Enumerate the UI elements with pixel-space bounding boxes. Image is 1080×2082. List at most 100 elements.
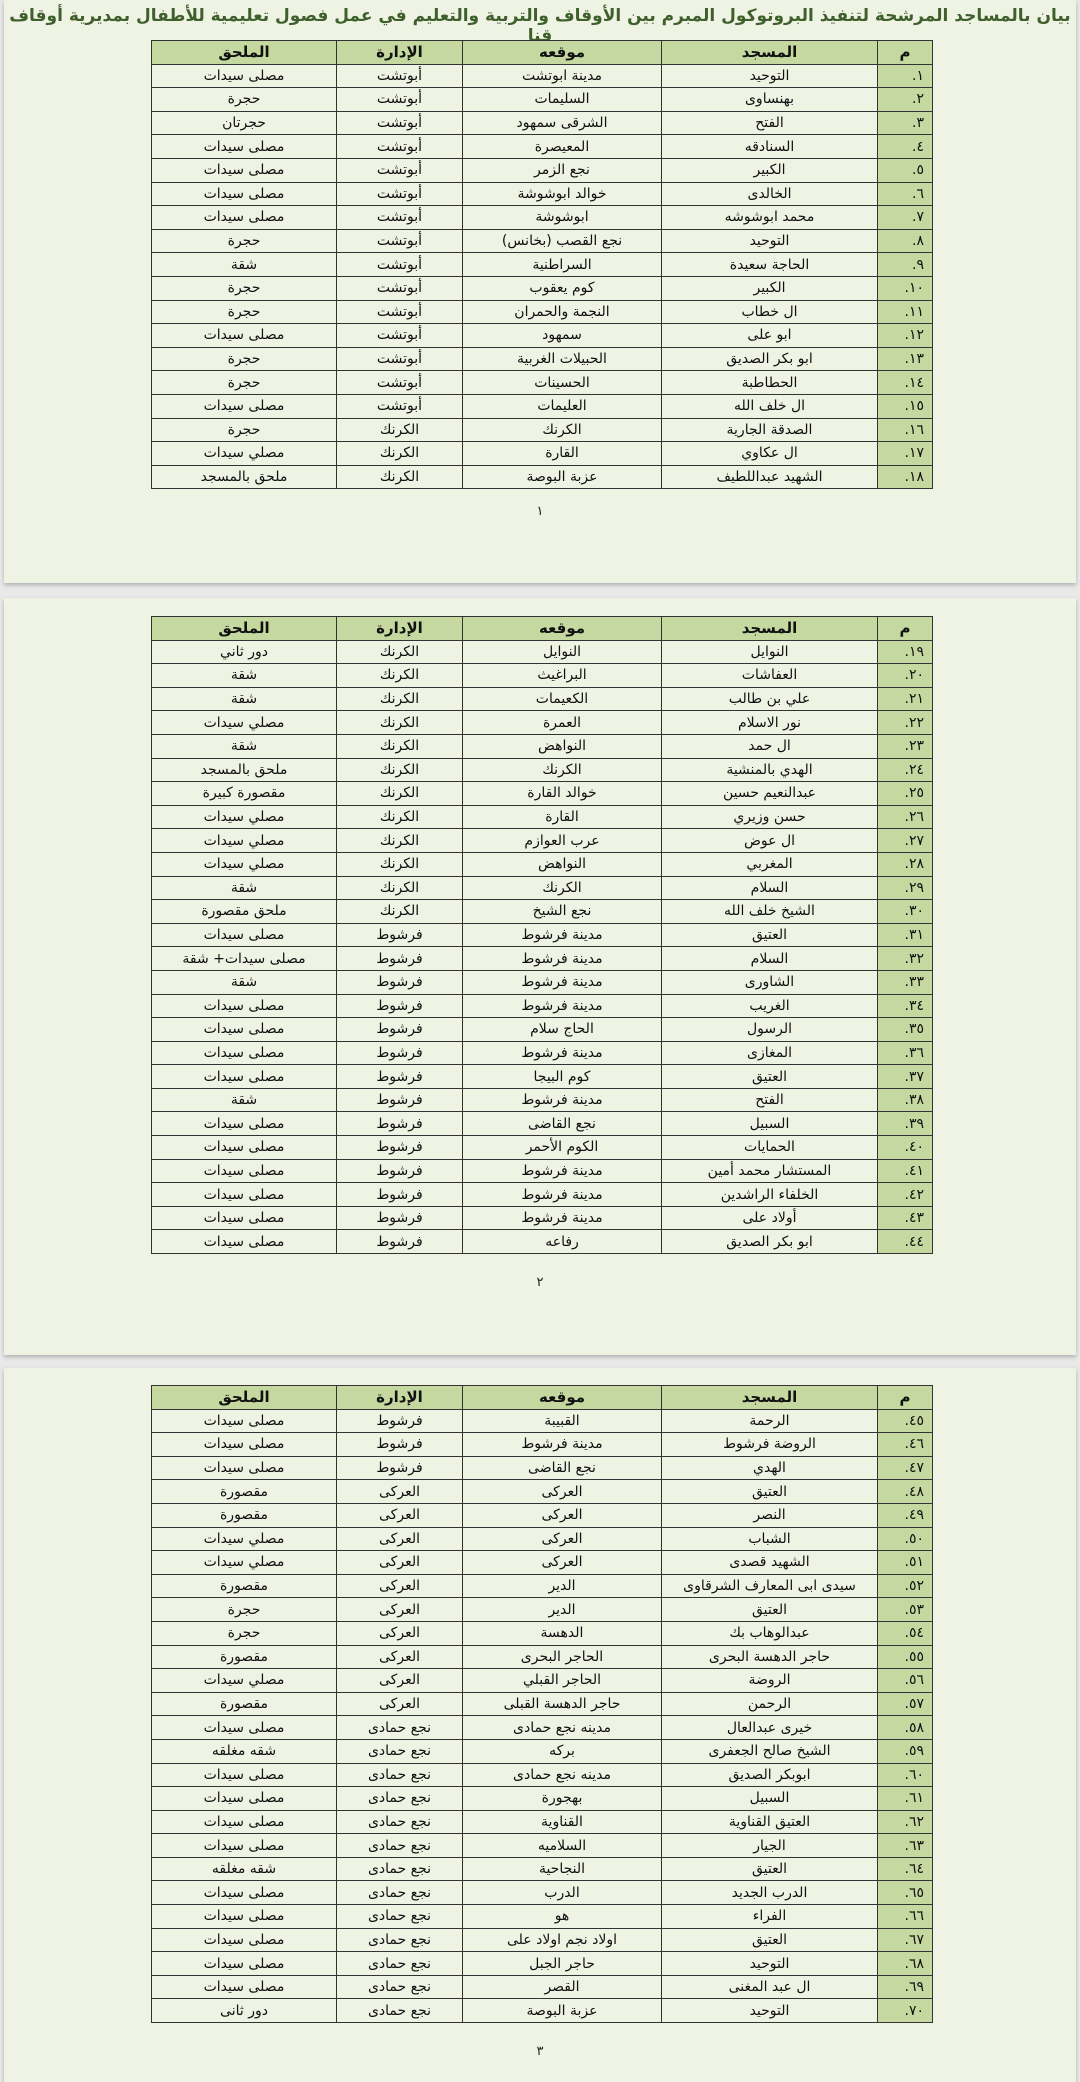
cell-annex: ملحق بالمسجد — [151, 464, 337, 490]
cell-administration: أبوتشت — [336, 228, 463, 254]
cell-mosque-name: الحمايات — [661, 1135, 878, 1160]
cell-annex: مصلي سيدات — [151, 851, 337, 877]
cell-administration: العركى — [336, 1620, 463, 1646]
cell-annex: مصلى سيدات — [151, 1809, 337, 1835]
table-row: ٣٦. المغازى مدينة فرشوط فرشوط مصلى سيدات — [151, 1040, 933, 1066]
cell-annex: حجرة — [151, 275, 337, 301]
cell-location: نجع القاضى — [462, 1111, 662, 1137]
cell-annex: مصلى سيدات — [151, 1064, 337, 1089]
cell-annex: مصلي سيدات — [151, 1668, 337, 1693]
cell-administration: أبوتشت — [336, 181, 463, 207]
cell-annex: مصلى سيدات — [151, 1455, 337, 1481]
cell-annex: حجرة — [151, 87, 337, 112]
cell-mosque-name: الفراء — [661, 1904, 878, 1929]
cell-mosque-name: المغازى — [661, 1040, 878, 1066]
cell-row-number: ٥٣. — [877, 1597, 933, 1622]
cell-location: الكوم الأحمر — [462, 1135, 662, 1160]
cell-administration: أبوتشت — [336, 346, 463, 372]
table-row: ٦. الخالدى خوالد ابوشوشة أبوتشت مصلى سيدات — [151, 181, 933, 207]
cell-mosque-name: النصر — [661, 1502, 878, 1528]
cell-administration: فرشوط — [336, 1229, 463, 1255]
cell-location: النجمة والحمران — [462, 299, 662, 325]
cell-location: عزبة البوصة — [462, 1998, 662, 2024]
cell-administration: نجع حمادى — [336, 1833, 463, 1858]
cell-row-number: ٦٢. — [877, 1809, 933, 1835]
cell-administration: أبوتشت — [336, 110, 463, 136]
cell-row-number: ٤٩. — [877, 1502, 933, 1528]
column-header-location: موقعه — [462, 616, 662, 641]
cell-location: مدينة فرشوط — [462, 1205, 662, 1231]
page-number: ١ — [536, 504, 544, 519]
cell-row-number: ٦٥. — [877, 1880, 933, 1906]
cell-annex: مصلى سيدات — [151, 993, 337, 1019]
cell-mosque-name: عبدالوهاب بك — [661, 1620, 878, 1646]
cell-location: القارة — [462, 804, 662, 830]
cell-location: الحبيلات الغربية — [462, 346, 662, 372]
cell-administration: الكرنك — [336, 464, 463, 490]
cell-administration: أبوتشت — [336, 393, 463, 419]
cell-row-number: ١٦. — [877, 417, 933, 443]
cell-row-number: ٧. — [877, 205, 933, 230]
cell-location: مدينة فرشوط — [462, 1087, 662, 1113]
cell-location: القصر — [462, 1974, 662, 2000]
cell-row-number: ٥٥. — [877, 1644, 933, 1670]
cell-annex: مصلى سيدات — [151, 1182, 337, 1207]
cell-annex: حجرة — [151, 346, 337, 372]
cell-location: الكرنك — [462, 757, 662, 783]
cell-row-number: ٥٧. — [877, 1691, 933, 1717]
cell-annex: شقة — [151, 686, 337, 712]
column-header-annex: الملحق — [151, 1385, 337, 1410]
column-header-mosque-name: المسجد — [661, 1385, 878, 1410]
cell-mosque-name: ال خلف الله — [661, 393, 878, 419]
cell-annex: مقصورة — [151, 1479, 337, 1504]
cell-row-number: ٣٠. — [877, 899, 933, 924]
cell-annex: شقة — [151, 969, 337, 995]
column-header-administration: الإدارة — [336, 40, 463, 65]
cell-mosque-name: عبدالنعيم حسين — [661, 781, 878, 806]
column-header-row-number: م — [877, 40, 933, 65]
cell-annex: مصلى سيدات — [151, 1927, 337, 1953]
cell-row-number: ٦٤. — [877, 1856, 933, 1882]
cell-location: العليمات — [462, 393, 662, 419]
cell-mosque-name: ابو على — [661, 323, 878, 348]
cell-mosque-name: الشهيد عبداللطيف — [661, 464, 878, 490]
cell-administration: نجع حمادى — [336, 1880, 463, 1906]
cell-row-number: ٣٧. — [877, 1064, 933, 1089]
cell-administration: نجع حمادى — [336, 1998, 463, 2024]
cell-administration: الكرنك — [336, 710, 463, 735]
cell-administration: الكرنك — [336, 663, 463, 688]
cell-location: النواهض — [462, 733, 662, 759]
table-row: ١٤. الحطاطبة الحسينات أبوتشت حجرة — [151, 370, 933, 395]
cell-mosque-name: المستشار محمد أمين — [661, 1158, 878, 1184]
cell-annex: مصلى سيدات — [151, 1904, 337, 1929]
cell-administration: أبوتشت — [336, 63, 463, 89]
cell-administration: أبوتشت — [336, 275, 463, 301]
cell-administration: فرشوط — [336, 1017, 463, 1042]
cell-mosque-name: الخالدى — [661, 181, 878, 207]
cell-row-number: ٤٥. — [877, 1408, 933, 1434]
cell-location: رفاعه — [462, 1229, 662, 1255]
table-row: ٦٣. الجيار السلاميه نجع حمادى مصلى سيدات — [151, 1833, 933, 1858]
cell-row-number: ٢٦. — [877, 804, 933, 830]
table-row: ٥٤. عبدالوهاب بك الدهسة العركى حجرة — [151, 1620, 933, 1646]
cell-location: الكعيمات — [462, 686, 662, 712]
cell-administration: الكرنك — [336, 804, 463, 830]
cell-mosque-name: الخلفاء الراشدين — [661, 1182, 878, 1207]
table-row: ٣٠. الشيخ خلف الله نجع الشيخ الكرنك ملحق مقص… — [151, 899, 933, 924]
cell-annex: مصلى سيدات — [151, 157, 337, 183]
cell-annex: مقصورة — [151, 1691, 337, 1717]
table-row: ١٠. الكبير كوم يعقوب أبوتشت حجرة — [151, 275, 933, 301]
cell-row-number: ٦٨. — [877, 1951, 933, 1976]
cell-row-number: ٥٨. — [877, 1715, 933, 1740]
table-row: ١٢. ابو على سمهود أبوتشت مصلى سيدات — [151, 323, 933, 348]
cell-mosque-name: خيرى عبدالعال — [661, 1715, 878, 1740]
cell-row-number: ١. — [877, 63, 933, 89]
cell-administration: فرشوط — [336, 969, 463, 995]
cell-mosque-name: التوحيد — [661, 63, 878, 89]
cell-administration: العركى — [336, 1644, 463, 1670]
cell-annex: مصلى سيدات — [151, 1017, 337, 1042]
cell-administration: فرشوط — [336, 1087, 463, 1113]
cell-mosque-name: السنادقه — [661, 134, 878, 159]
cell-location: مدينه نجع حمادى — [462, 1762, 662, 1788]
cell-mosque-name: الفتح — [661, 110, 878, 136]
